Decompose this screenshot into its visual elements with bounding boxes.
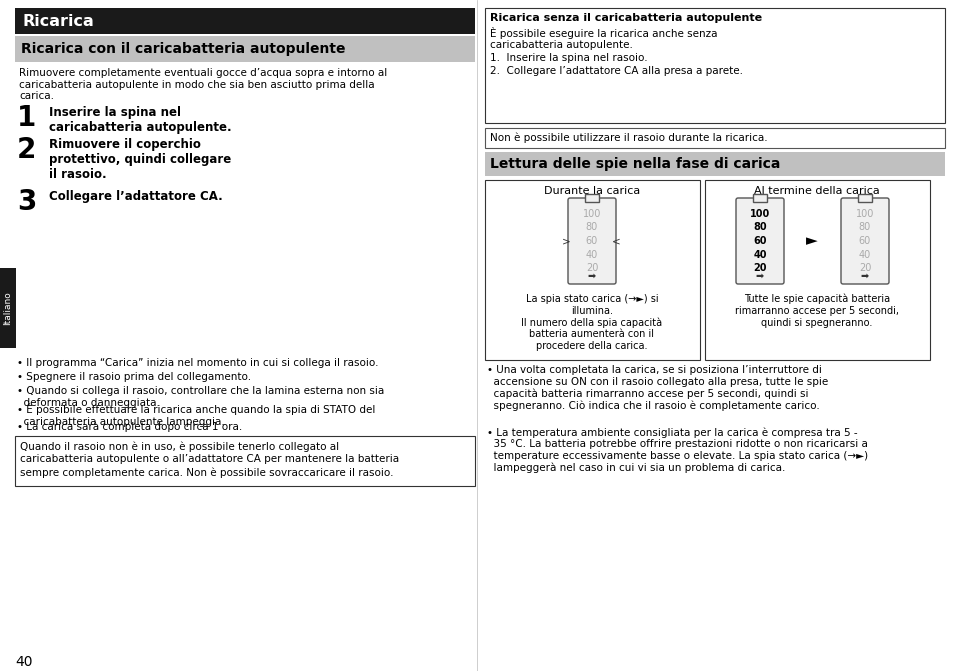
Text: È possibile eseguire la ricarica anche senza: È possibile eseguire la ricarica anche s…: [490, 27, 717, 39]
Text: 100: 100: [582, 209, 600, 219]
Text: 40: 40: [15, 655, 32, 669]
Text: 80: 80: [585, 222, 598, 232]
FancyBboxPatch shape: [567, 198, 616, 284]
Text: 80: 80: [858, 222, 870, 232]
Text: 60: 60: [753, 236, 766, 246]
Text: 60: 60: [858, 236, 870, 246]
Bar: [15, 8, 475, 34]
Text: Rimuovere il coperchio
protettivo, quindi collegare
il rasoio.: Rimuovere il coperchio protettivo, quind…: [49, 138, 231, 181]
Text: 20: 20: [753, 263, 766, 273]
Text: 1: 1: [17, 104, 36, 132]
Text: <: <: [611, 236, 619, 246]
Text: 100: 100: [749, 209, 769, 219]
Text: Tutte le spie capacità batteria
rimarranno accese per 5 secondi,
quindi si spegn: Tutte le spie capacità batteria rimarran…: [734, 294, 898, 327]
Bar: [0, 268, 16, 348]
Text: 60: 60: [585, 236, 598, 246]
Bar: [484, 128, 944, 148]
Text: 1.  Inserire la spina nel rasoio.: 1. Inserire la spina nel rasoio.: [490, 53, 647, 63]
Text: ➡: ➡: [755, 271, 763, 281]
Text: • La carica sarà completa dopo circa 1 ora.: • La carica sarà completa dopo circa 1 o…: [17, 421, 242, 431]
Text: 2.  Collegare l’adattatore CA alla presa a parete.: 2. Collegare l’adattatore CA alla presa …: [490, 66, 742, 76]
Text: 20: 20: [858, 263, 870, 273]
Text: 80: 80: [753, 222, 766, 232]
Text: >: >: [561, 236, 570, 246]
Text: Rimuovere completamente eventuali gocce d’acqua sopra e intorno al
caricabatteri: Rimuovere completamente eventuali gocce …: [19, 68, 387, 101]
Bar: [704, 180, 929, 360]
Text: 20: 20: [585, 263, 598, 273]
Text: 3: 3: [17, 188, 36, 216]
Text: Non è possibile utilizzare il rasoio durante la ricarica.: Non è possibile utilizzare il rasoio dur…: [490, 133, 767, 143]
Text: Ricarica: Ricarica: [23, 13, 94, 28]
Text: • È possibile effettuare la ricarica anche quando la spia di STATO del
  caricab: • È possibile effettuare la ricarica anc…: [17, 403, 375, 427]
Text: • Il programma “Carica” inizia nel momento in cui si collega il rasoio.: • Il programma “Carica” inizia nel momen…: [17, 358, 378, 368]
Bar: [584, 194, 598, 202]
Text: • Spegnere il rasoio prima del collegamento.: • Spegnere il rasoio prima del collegame…: [17, 372, 251, 382]
Text: 40: 40: [753, 250, 766, 260]
Bar: [752, 194, 766, 202]
Bar: [15, 36, 475, 62]
Text: 40: 40: [585, 250, 598, 260]
Text: ➡: ➡: [860, 271, 868, 281]
Text: Durante la carica: Durante la carica: [543, 186, 639, 196]
Text: ➡: ➡: [587, 271, 596, 281]
Text: Inserire la spina nel
caricabatteria autopulente.: Inserire la spina nel caricabatteria aut…: [49, 106, 232, 134]
FancyBboxPatch shape: [841, 198, 888, 284]
Text: La spia stato carica (→►) si
illumina.
Il numero della spia capacità
batteria au: La spia stato carica (→►) si illumina. I…: [521, 294, 662, 351]
Bar: [484, 180, 700, 360]
Text: Italiano: Italiano: [4, 291, 12, 325]
Text: Quando il rasoio non è in uso, è possibile tenerlo collegato al: Quando il rasoio non è in uso, è possibi…: [20, 441, 338, 452]
Text: 40: 40: [858, 250, 870, 260]
Text: sempre completamente carica. Non è possibile sovraccaricare il rasoio.: sempre completamente carica. Non è possi…: [20, 467, 393, 478]
Text: • Una volta completata la carica, se si posiziona l’interruttore di
  accensione: • Una volta completata la carica, se si …: [486, 365, 827, 411]
Bar: [857, 194, 871, 202]
Bar: [484, 8, 944, 123]
Text: Al termine della carica: Al termine della carica: [753, 186, 879, 196]
Text: 2: 2: [17, 136, 36, 164]
Text: caricabatteria autopulente o all’adattatore CA per mantenere la batteria: caricabatteria autopulente o all’adattat…: [20, 454, 398, 464]
Text: Lettura delle spie nella fase di carica: Lettura delle spie nella fase di carica: [490, 157, 780, 171]
Text: • Quando si collega il rasoio, controllare che la lamina esterna non sia
  defor: • Quando si collega il rasoio, controlla…: [17, 386, 384, 407]
Text: Collegare l’adattatore CA.: Collegare l’adattatore CA.: [49, 190, 222, 203]
Text: • La temperatura ambiente consigliata per la carica è compresa tra 5 -
  35 °C. : • La temperatura ambiente consigliata pe…: [486, 427, 867, 473]
Bar: [15, 436, 475, 486]
FancyBboxPatch shape: [735, 198, 783, 284]
Text: Ricarica con il caricabatteria autopulente: Ricarica con il caricabatteria autopulen…: [21, 42, 345, 56]
Text: ►: ►: [805, 234, 817, 248]
Text: 100: 100: [855, 209, 873, 219]
Text: caricabatteria autopulente.: caricabatteria autopulente.: [490, 40, 632, 50]
Text: Ricarica senza il caricabatteria autopulente: Ricarica senza il caricabatteria autopul…: [490, 13, 761, 23]
Bar: [484, 152, 944, 176]
